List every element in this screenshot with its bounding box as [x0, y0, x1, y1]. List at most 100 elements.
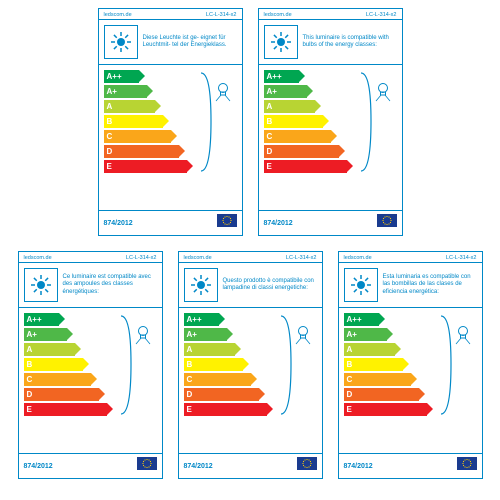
website-text: ledscom.de	[184, 255, 212, 261]
energy-bar: A++	[264, 70, 299, 83]
energy-bar-label: A++	[267, 72, 282, 81]
energy-bar: B	[344, 358, 403, 371]
website-text: ledscom.de	[344, 255, 372, 261]
model-text: LC-L-314-x2	[366, 12, 397, 18]
info-text: Questo prodotto è compatibile con lampad…	[223, 278, 317, 292]
energy-bar-label: B	[107, 117, 113, 126]
energy-bar-label: A	[267, 102, 273, 111]
energy-bar: C	[264, 130, 331, 143]
energy-bar-label: A+	[267, 87, 277, 96]
sun-icon	[184, 268, 218, 302]
eu-flag-icon	[137, 457, 157, 475]
energy-bar-label: A++	[27, 315, 42, 324]
energy-chart: A++ A+ ABCDE	[179, 308, 322, 453]
website-text: ledscom.de	[264, 12, 292, 18]
energy-bar-label: E	[347, 405, 352, 414]
model-text: LC-L-314-x2	[286, 255, 317, 261]
card-header: ledscom.de LC-L-314-x2	[19, 252, 162, 262]
energy-bar: C	[344, 373, 411, 386]
card-header: ledscom.de LC-L-314-x2	[259, 9, 402, 19]
sun-icon	[264, 25, 298, 59]
energy-bar-label: C	[187, 375, 193, 384]
energy-bar: D	[264, 145, 339, 158]
energy-bar: A	[104, 100, 155, 113]
card-header: ledscom.de LC-L-314-x2	[179, 252, 322, 262]
bulb-bracket-icon	[356, 71, 384, 171]
energy-bar-label: B	[267, 117, 273, 126]
energy-bar-label: C	[107, 132, 113, 141]
energy-bar-label: A++	[347, 315, 362, 324]
energy-bar: A++	[184, 313, 219, 326]
energy-label-card: ledscom.de LC-L-314-x2 Questo prodotto è c…	[178, 251, 323, 479]
energy-bar: A	[264, 100, 315, 113]
card-footer: 874/2012	[99, 211, 242, 235]
info-text: This luminaire is compatible with bulbs …	[303, 35, 397, 49]
energy-bar-label: E	[187, 405, 192, 414]
energy-bar: E	[104, 160, 187, 173]
energy-bar-label: D	[187, 390, 193, 399]
energy-bar-label: A+	[187, 330, 197, 339]
card-footer: 874/2012	[259, 211, 402, 235]
energy-bar-label: C	[347, 375, 353, 384]
info-row: This luminaire is compatible with bulbs …	[259, 20, 402, 64]
website-text: ledscom.de	[24, 255, 52, 261]
energy-bar: C	[24, 373, 91, 386]
energy-label-card: ledscom.de LC-L-314-x2 Ce luminaire est co…	[18, 251, 163, 479]
energy-chart: A++A+ABCDE	[19, 308, 162, 453]
energy-bar: A	[184, 343, 235, 356]
energy-bar: A+	[184, 328, 227, 341]
energy-bar-label: E	[267, 162, 272, 171]
regulation-text: 874/2012	[264, 220, 293, 227]
energy-label-card: ledscom.de LC-L-314-x2 Esta luminaria es c…	[338, 251, 483, 479]
energy-bar: D	[104, 145, 179, 158]
energy-bar: A++	[24, 313, 59, 326]
energy-bar-label: A++	[107, 72, 122, 81]
energy-bar: A+	[104, 85, 147, 98]
eu-flag-icon	[377, 214, 397, 232]
regulation-text: 874/2012	[184, 463, 213, 470]
energy-bar-label: B	[187, 360, 193, 369]
energy-chart: A++ A+ ABCDE	[339, 308, 482, 453]
info-text: Esta luminaria es compatible con las bom…	[383, 274, 477, 296]
energy-bar: D	[24, 388, 99, 401]
energy-bar: C	[104, 130, 171, 143]
energy-bar-label: E	[107, 162, 112, 171]
energy-bar-label: A+	[107, 87, 117, 96]
energy-bar: E	[184, 403, 267, 416]
energy-bar: B	[264, 115, 323, 128]
info-text: Diese Leuchte ist ge- eignet für Leuchtm…	[143, 35, 237, 49]
energy-bar-label: D	[267, 147, 273, 156]
energy-bar-label: C	[27, 375, 33, 384]
website-text: ledscom.de	[104, 12, 132, 18]
model-text: LC-L-314-x2	[206, 12, 237, 18]
energy-bar: B	[24, 358, 83, 371]
energy-bar: C	[184, 373, 251, 386]
energy-bar: A+	[264, 85, 307, 98]
energy-bar: B	[104, 115, 163, 128]
info-row: Ce luminaire est compatible avec des amp…	[19, 263, 162, 307]
info-row: Esta luminaria es compatible con las bom…	[339, 263, 482, 307]
energy-bar: E	[344, 403, 427, 416]
sun-icon	[104, 25, 138, 59]
info-text: Ce luminaire est compatible avec des amp…	[63, 274, 157, 296]
energy-bar: D	[344, 388, 419, 401]
energy-bar: A	[24, 343, 75, 356]
energy-bar: E	[24, 403, 107, 416]
energy-bar-label: A+	[347, 330, 357, 339]
model-text: LC-L-314-x2	[446, 255, 477, 261]
energy-bar-label: A++	[187, 315, 202, 324]
eu-flag-icon	[217, 214, 237, 232]
regulation-text: 874/2012	[104, 220, 133, 227]
energy-bar: D	[184, 388, 259, 401]
energy-bar-label: A	[347, 345, 353, 354]
card-footer: 874/2012	[19, 454, 162, 478]
info-row: Questo prodotto è compatibile con lampad…	[179, 263, 322, 307]
regulation-text: 874/2012	[344, 463, 373, 470]
model-text: LC-L-314-x2	[126, 255, 157, 261]
energy-chart: A++ A+ ABCDE	[99, 65, 242, 210]
bulb-bracket-icon	[196, 71, 224, 171]
card-footer: 874/2012	[339, 454, 482, 478]
energy-bar: E	[264, 160, 347, 173]
energy-bar-label: A	[187, 345, 193, 354]
energy-bar-label: B	[27, 360, 33, 369]
